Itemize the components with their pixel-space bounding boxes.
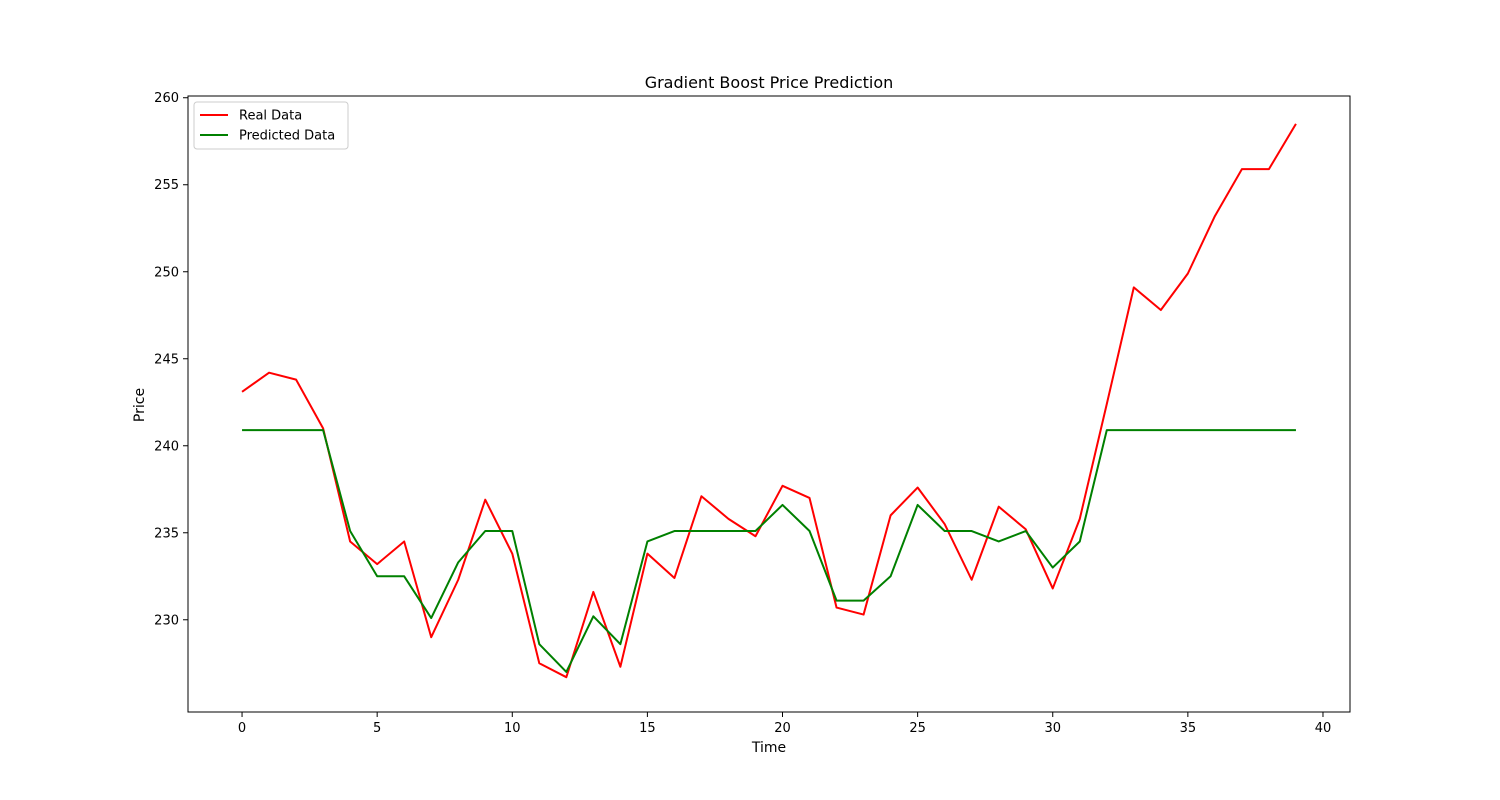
x-axis: 0 5 10 15 20 25 30 35 40 — [238, 712, 1331, 736]
y-tick-label: 255 — [154, 178, 179, 193]
y-tick-label: 260 — [154, 91, 179, 106]
legend-label-predicted-data: Predicted Data — [239, 129, 335, 144]
plot-frame — [187, 95, 1351, 713]
x-tick-label: 0 — [238, 721, 246, 736]
legend: Real Data Predicted Data — [193, 101, 349, 150]
y-axis-label: Price — [132, 388, 148, 422]
y-tick-label: 235 — [154, 526, 179, 541]
x-tick-label: 20 — [774, 721, 791, 736]
series-line-predicted-data — [242, 429, 1296, 673]
y-tick-label: 230 — [154, 613, 179, 628]
y-tick-label: 250 — [154, 265, 179, 280]
x-tick-label: 10 — [504, 721, 521, 736]
x-tick-label: 15 — [639, 721, 656, 736]
series-line-real-data — [241, 123, 1297, 679]
legend-frame — [193, 101, 349, 150]
y-tick-label: 240 — [154, 439, 179, 454]
x-tick-label: 25 — [909, 721, 926, 736]
x-tick-label: 40 — [1315, 721, 1332, 736]
y-tick-label: 245 — [154, 352, 179, 367]
legend-label-real-data: Real Data — [239, 109, 302, 124]
chart-title: Gradient Boost Price Prediction — [645, 73, 894, 92]
x-axis-label: Time — [751, 740, 786, 756]
x-tick-label: 35 — [1180, 721, 1197, 736]
x-tick-label: 5 — [373, 721, 381, 736]
x-tick-label: 30 — [1044, 721, 1061, 736]
y-axis: 230 235 240 245 250 255 260 — [154, 91, 188, 628]
plot-area — [241, 123, 1297, 679]
